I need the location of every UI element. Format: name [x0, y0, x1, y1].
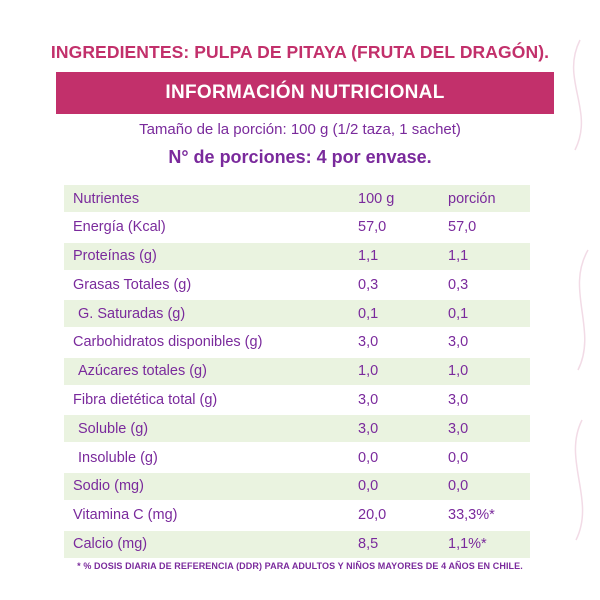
row-portion: 1,1%* — [448, 536, 487, 553]
table-row: G. Saturadas (g) 0,1 0,1 — [64, 300, 530, 328]
table-row: Azúcares totales (g) 1,0 1,0 — [64, 357, 530, 385]
row-per-100g: 0,3 — [358, 276, 379, 293]
row-portion: 33,3%* — [448, 507, 495, 524]
row-per-100g: 8,5 — [358, 536, 379, 553]
row-name: Insoluble (g) — [78, 449, 158, 466]
row-per-100g: 1,0 — [358, 363, 379, 380]
table-row: Calcio (mg) 8,5 1,1%* — [64, 530, 530, 558]
nutrition-table: Nutrientes 100 g porción Energía (Kcal) … — [64, 185, 530, 559]
row-per-100g: 3,0 — [358, 420, 379, 437]
row-portion: 0,0 — [448, 478, 469, 495]
row-name: Proteínas (g) — [73, 248, 157, 265]
row-per-100g: 20,0 — [358, 507, 387, 524]
header-portion: porción — [448, 190, 496, 207]
table-row: Carbohidratos disponibles (g) 3,0 3,0 — [64, 329, 530, 356]
header-per-100g: 100 g — [358, 190, 395, 207]
row-portion: 0,0 — [448, 449, 469, 466]
table-row: Energía (Kcal) 57,0 57,0 — [64, 214, 530, 241]
row-portion: 57,0 — [448, 219, 477, 236]
row-name: Fibra dietética total (g) — [73, 392, 218, 409]
table-header-row: Nutrientes 100 g porción — [64, 185, 530, 212]
row-portion: 0,3 — [448, 276, 469, 293]
header-nutrients: Nutrientes — [73, 190, 140, 207]
row-per-100g: 57,0 — [358, 219, 387, 236]
row-per-100g: 0,0 — [358, 478, 379, 495]
decorative-leaf-pattern — [572, 39, 589, 541]
footnote: * % DOSIS DIARIA DE REFERENCIA (DDR) PAR… — [77, 561, 523, 571]
row-name: Energía (Kcal) — [73, 219, 166, 236]
row-name: Carbohidratos disponibles (g) — [73, 334, 263, 351]
row-per-100g: 3,0 — [358, 334, 379, 351]
row-portion: 3,0 — [448, 420, 469, 437]
row-name: Vitamina C (mg) — [73, 507, 178, 524]
table-row: Fibra dietética total (g) 3,0 3,0 — [64, 387, 530, 414]
table-row: Sodio (mg) 0,0 0,0 — [64, 472, 530, 500]
row-name: Azúcares totales (g) — [78, 363, 207, 380]
row-name: Soluble (g) — [78, 420, 149, 437]
row-name: G. Saturadas (g) — [78, 305, 186, 322]
table-row: Insoluble (g) 0,0 0,0 — [64, 444, 530, 471]
row-per-100g: 0,1 — [358, 305, 379, 322]
row-portion: 1,0 — [448, 363, 469, 380]
serving-size: Tamaño de la porción: 100 g (1/2 taza, 1… — [139, 121, 461, 138]
row-portion: 1,1 — [448, 248, 469, 265]
row-portion: 3,0 — [448, 392, 469, 409]
banner-title: INFORMACIÓN NUTRICIONAL — [165, 82, 445, 103]
row-per-100g: 0,0 — [358, 449, 379, 466]
ingredients-line: INGREDIENTES: PULPA DE PITAYA (FRUTA DEL… — [50, 42, 550, 62]
table-row: Grasas Totales (g) 0,3 0,3 — [64, 271, 530, 298]
table-row: Soluble (g) 3,0 3,0 — [64, 415, 530, 443]
nutrition-info-banner: INFORMACIÓN NUTRICIONAL — [56, 72, 554, 114]
row-portion: 0,1 — [448, 305, 469, 322]
row-portion: 3,0 — [448, 334, 469, 351]
table-row: Proteínas (g) 1,1 1,1 — [64, 242, 530, 270]
table-row: Vitamina C (mg) 20,0 33,3%* — [64, 502, 530, 529]
row-name: Sodio (mg) — [73, 478, 144, 495]
row-name: Grasas Totales (g) — [73, 276, 192, 293]
row-per-100g: 1,1 — [358, 248, 379, 265]
portions-per-package: N° de porciones: 4 por envase. — [168, 147, 432, 167]
row-per-100g: 3,0 — [358, 392, 379, 409]
row-name: Calcio (mg) — [73, 536, 148, 553]
